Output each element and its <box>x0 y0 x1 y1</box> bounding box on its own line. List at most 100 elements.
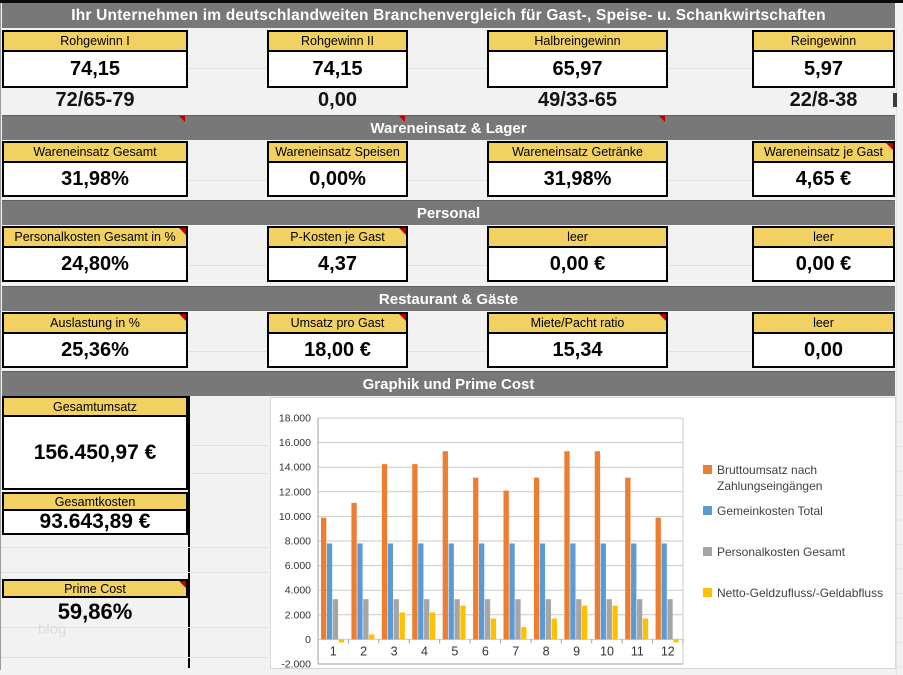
metric-header-label: Halbreingewinn <box>534 34 621 48</box>
metric-header-pkosten-je-gast[interactable]: P-Kosten je Gast <box>267 226 408 248</box>
svg-text:16.000: 16.000 <box>279 437 311 449</box>
summary-header-gesamtkosten[interactable]: Gesamtkosten <box>2 492 188 511</box>
metric-value-cell[interactable]: 0,00 € <box>752 248 895 282</box>
summary-header-prime-cost[interactable]: Prime Cost <box>2 579 188 598</box>
gridline <box>188 68 267 69</box>
legend-marker-bruttoumsatz <box>703 465 712 474</box>
metric-value-cell[interactable]: 4,37 <box>267 248 408 282</box>
svg-text:2: 2 <box>360 644 367 658</box>
metric-value-cell[interactable]: 5,97 <box>752 52 895 88</box>
section-bar-restaurant[interactable]: Restaurant & Gäste <box>2 286 895 311</box>
scrollbar-thumb[interactable] <box>893 93 897 107</box>
metric-header-label: Gesamtumsatz <box>52 399 138 414</box>
svg-text:4: 4 <box>421 644 428 658</box>
section-bar-wareneinsatz[interactable]: Wareneinsatz & Lager <box>2 115 895 140</box>
metric-value-cell[interactable]: 18,00 € <box>267 334 408 368</box>
metric-header-label: P-Kosten je Gast <box>290 230 385 244</box>
left-border <box>0 3 1 670</box>
svg-text:1: 1 <box>330 644 337 658</box>
metric-value-cell[interactable]: 24,80% <box>2 248 188 282</box>
section-bar-graphik[interactable]: Graphik und Prime Cost <box>2 371 895 396</box>
metric-header-wareneinsatz-gesamt[interactable]: Wareneinsatz Gesamt <box>2 141 188 163</box>
metric-header-label: Wareneinsatz Gesamt <box>33 145 157 159</box>
gridline <box>191 445 268 446</box>
gridline <box>668 180 752 181</box>
legend-item: Personalkosten Gesamt <box>703 544 897 585</box>
metric-header-auslastung[interactable]: Auslastung in % <box>2 312 188 334</box>
benchmark-cell[interactable]: 49/33-65 <box>538 89 617 111</box>
legend-marker-personalkosten <box>703 547 712 556</box>
summary-value-gesamtkosten[interactable]: 93.643,89 € <box>2 510 188 535</box>
gridline <box>408 180 487 181</box>
gridline <box>1 572 268 573</box>
gridline <box>408 265 487 266</box>
svg-text:7: 7 <box>512 644 519 658</box>
summary-value-prime-cost[interactable]: 59,86% <box>57 598 133 624</box>
comment-indicator <box>179 314 186 321</box>
metric-header-wareneinsatz-speisen[interactable]: Wareneinsatz Speisen <box>267 141 408 163</box>
svg-text:3: 3 <box>391 644 398 658</box>
metric-header-label: Rohgewinn II <box>301 34 374 48</box>
metric-header-umsatz-pro-gast[interactable]: Umsatz pro Gast <box>267 312 408 334</box>
metric-value-cell[interactable]: 0,00 € <box>487 248 668 282</box>
metric-header-label: Gesamtkosten <box>54 494 136 509</box>
gridline <box>188 351 267 352</box>
metric-value-cell[interactable]: 74,15 <box>2 52 188 88</box>
benchmark-cell[interactable]: 72/65-79 <box>55 89 135 111</box>
metric-value-cell[interactable]: 74,15 <box>267 52 408 88</box>
legend-item: Gemeinkosten Total <box>703 503 897 544</box>
metric-header-rohgewinn-1[interactable]: Rohgewinn I <box>2 30 188 52</box>
metric-value-cell[interactable]: 25,36% <box>2 334 188 368</box>
summary-value-gesamtumsatz[interactable]: 156.450,97 € <box>2 417 188 490</box>
metric-value-cell[interactable]: 31,98% <box>2 163 188 197</box>
metric-header-wareneinsatz-getraenke[interactable]: Wareneinsatz Getränke <box>487 141 668 163</box>
metric-header-leer-3[interactable]: leer <box>752 312 895 334</box>
svg-text:-2.000: -2.000 <box>281 659 311 669</box>
summary-header-gesamtumsatz[interactable]: Gesamtumsatz <box>2 396 188 417</box>
bar-chart[interactable]: 18.000 16.000 14.000 12.000 10.000 8.000 6.000… <box>270 397 896 669</box>
metric-value-cell[interactable]: 15,34 <box>487 334 668 368</box>
section-bar-personal[interactable]: Personal <box>2 200 895 225</box>
legend-label: Bruttoumsatz nach Zahlungseingängen <box>717 463 823 493</box>
metric-header-leer-2[interactable]: leer <box>752 226 895 248</box>
gridline <box>1 627 268 628</box>
metric-header-label: Reingewinn <box>790 34 857 48</box>
legend-item: Netto-Geldzufluss/-Geldabfluss <box>703 585 897 626</box>
metric-header-label: Personalkosten Gesamt in % <box>14 230 176 244</box>
metric-header-miete-pacht[interactable]: Miete/Pacht ratio <box>487 312 668 334</box>
metric-header-personalkosten[interactable]: Personalkosten Gesamt in % <box>2 226 188 248</box>
metric-value-cell[interactable]: 0,00% <box>267 163 408 197</box>
svg-text:9: 9 <box>573 644 580 658</box>
benchmark-cell[interactable]: 22/8-38 <box>789 89 858 111</box>
gridline <box>668 68 752 69</box>
metric-header-wareneinsatz-je-gast[interactable]: Wareneinsatz je Gast <box>752 141 895 163</box>
gridline <box>191 473 268 474</box>
svg-text:10.000: 10.000 <box>279 511 311 523</box>
metric-value-cell[interactable]: 65,97 <box>487 52 668 88</box>
metric-header-rohgewinn-2[interactable]: Rohgewinn II <box>267 30 408 52</box>
metric-header-label: leer <box>813 230 834 244</box>
metric-header-leer-1[interactable]: leer <box>487 226 668 248</box>
metric-header-label: Miete/Pacht ratio <box>530 316 625 330</box>
metric-value-cell[interactable]: 31,98% <box>487 163 668 197</box>
metric-header-label: leer <box>813 316 834 330</box>
svg-text:14.000: 14.000 <box>279 462 311 474</box>
svg-text:12: 12 <box>661 644 675 658</box>
metric-header-label: Prime Cost <box>64 581 126 596</box>
chart-plot-area: 18.00016.00014.00012.00010.0008.0006.000… <box>279 413 684 669</box>
gridline <box>896 398 903 668</box>
metric-header-label: leer <box>567 230 588 244</box>
svg-text:5: 5 <box>451 644 458 658</box>
legend-label: Netto-Geldzufluss/-Geldabfluss <box>717 586 884 600</box>
svg-text:10: 10 <box>600 644 614 658</box>
metric-header-label: Wareneinsatz Getränke <box>512 145 643 159</box>
metric-header-label: Umsatz pro Gast <box>290 316 385 330</box>
comment-indicator <box>399 116 405 122</box>
metric-value-cell[interactable]: 4,65 € <box>752 163 895 197</box>
metric-header-reingewinn[interactable]: Reingewinn <box>752 30 895 52</box>
metric-header-halbreingewinn[interactable]: Halbreingewinn <box>487 30 668 52</box>
metric-value-cell[interactable]: 0,00 <box>752 334 895 368</box>
benchmark-cell[interactable]: 0,00 <box>318 89 357 111</box>
legend-marker-netto-geldzufluss <box>703 588 712 597</box>
